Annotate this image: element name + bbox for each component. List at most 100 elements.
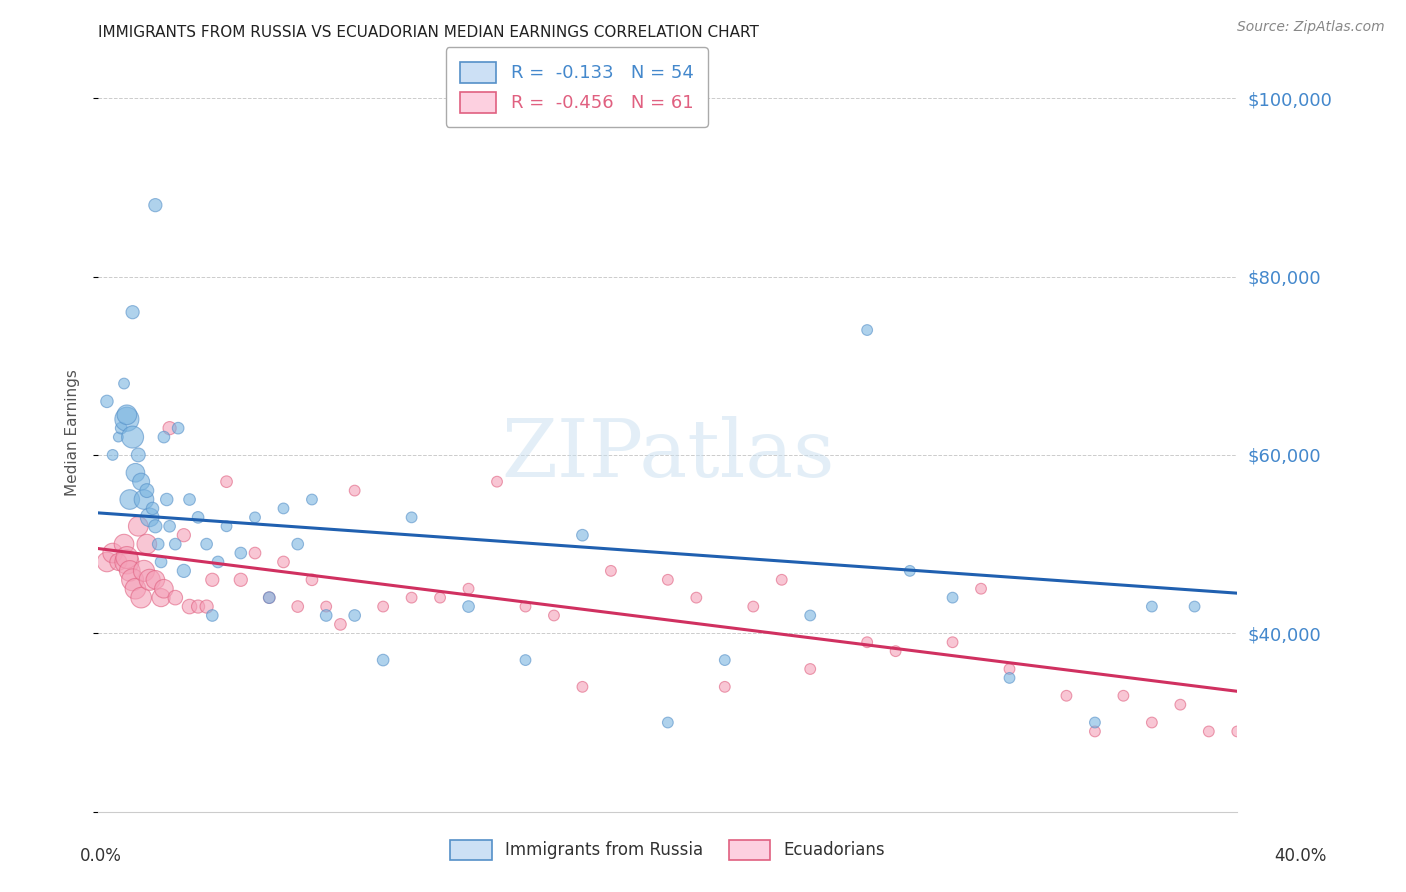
Point — [543, 608, 565, 623]
Point — [101, 546, 124, 560]
Point — [714, 653, 737, 667]
Point — [799, 608, 821, 623]
Point — [201, 608, 224, 623]
Point — [96, 555, 118, 569]
Point — [145, 198, 167, 212]
Point — [714, 680, 737, 694]
Point — [179, 492, 201, 507]
Point — [173, 564, 195, 578]
Point — [135, 483, 157, 498]
Point — [970, 582, 993, 596]
Point — [1184, 599, 1206, 614]
Point — [187, 599, 209, 614]
Point — [1084, 724, 1107, 739]
Point — [101, 448, 124, 462]
Point — [898, 564, 921, 578]
Legend: Immigrants from Russia, Ecuadorians: Immigrants from Russia, Ecuadorians — [441, 832, 894, 868]
Point — [132, 564, 155, 578]
Text: 0.0%: 0.0% — [80, 847, 122, 865]
Point — [121, 573, 143, 587]
Point — [150, 555, 173, 569]
Point — [129, 591, 152, 605]
Point — [112, 376, 135, 391]
Point — [150, 591, 173, 605]
Point — [165, 591, 187, 605]
Point — [515, 653, 537, 667]
Point — [129, 475, 152, 489]
Point — [96, 394, 118, 409]
Point — [153, 582, 176, 596]
Text: ZIPatlas: ZIPatlas — [501, 417, 835, 494]
Point — [259, 591, 281, 605]
Point — [685, 591, 707, 605]
Point — [515, 599, 537, 614]
Point — [145, 573, 167, 587]
Point — [179, 599, 201, 614]
Point — [115, 550, 138, 565]
Point — [1226, 724, 1249, 739]
Point — [165, 537, 187, 551]
Point — [315, 599, 337, 614]
Point — [742, 599, 765, 614]
Point — [657, 573, 679, 587]
Point — [429, 591, 451, 605]
Point — [301, 573, 323, 587]
Point — [121, 305, 143, 319]
Point — [799, 662, 821, 676]
Point — [115, 555, 138, 569]
Point — [112, 537, 135, 551]
Point — [457, 582, 479, 596]
Point — [215, 475, 238, 489]
Point — [273, 555, 295, 569]
Point — [138, 510, 160, 524]
Point — [243, 510, 266, 524]
Point — [107, 430, 129, 444]
Point — [1112, 689, 1135, 703]
Point — [110, 421, 132, 435]
Point — [329, 617, 352, 632]
Point — [998, 671, 1021, 685]
Point — [124, 466, 146, 480]
Point — [401, 591, 423, 605]
Point — [115, 408, 138, 422]
Point — [1198, 724, 1220, 739]
Point — [371, 653, 394, 667]
Text: Source: ZipAtlas.com: Source: ZipAtlas.com — [1237, 20, 1385, 34]
Point — [600, 564, 623, 578]
Point — [127, 519, 149, 533]
Point — [1140, 599, 1163, 614]
Point — [457, 599, 479, 614]
Point — [167, 421, 190, 435]
Point — [107, 555, 129, 569]
Point — [195, 599, 218, 614]
Point — [121, 430, 143, 444]
Text: IMMIGRANTS FROM RUSSIA VS ECUADORIAN MEDIAN EARNINGS CORRELATION CHART: IMMIGRANTS FROM RUSSIA VS ECUADORIAN MED… — [98, 25, 759, 40]
Point — [571, 528, 593, 542]
Point — [1084, 715, 1107, 730]
Point — [127, 448, 149, 462]
Point — [195, 537, 218, 551]
Point — [173, 528, 195, 542]
Point — [273, 501, 295, 516]
Point — [187, 510, 209, 524]
Point — [770, 573, 793, 587]
Point — [115, 412, 138, 426]
Point — [229, 546, 252, 560]
Point — [132, 492, 155, 507]
Point — [315, 608, 337, 623]
Y-axis label: Median Earnings: Median Earnings — [65, 369, 80, 496]
Point — [243, 546, 266, 560]
Point — [287, 599, 309, 614]
Point — [135, 537, 157, 551]
Point — [124, 582, 146, 596]
Point — [301, 492, 323, 507]
Point — [942, 591, 965, 605]
Point — [401, 510, 423, 524]
Point — [159, 421, 181, 435]
Point — [657, 715, 679, 730]
Point — [571, 680, 593, 694]
Point — [343, 608, 366, 623]
Point — [215, 519, 238, 533]
Point — [148, 537, 170, 551]
Point — [201, 573, 224, 587]
